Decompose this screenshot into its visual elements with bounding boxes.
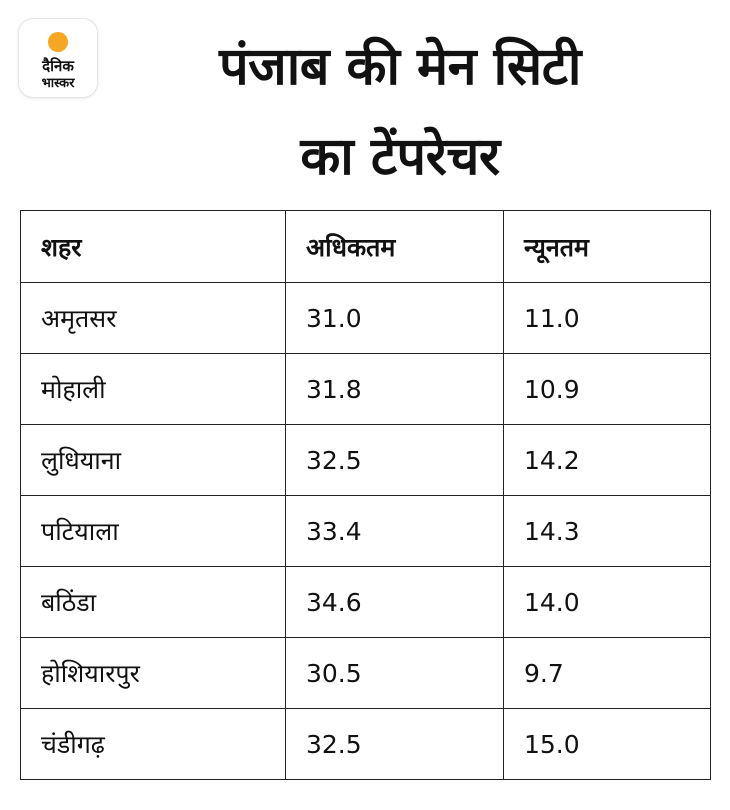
table-row: बठिंडा 34.6 14.0 — [20, 566, 711, 638]
temperature-table: शहर अधिकतम न्यूनतम अमृतसर 31.0 11.0 मोहा… — [20, 210, 711, 780]
max-temp-cell: 30.5 — [285, 637, 504, 709]
header-city: शहर — [20, 210, 286, 283]
table-row: लुधियाना 32.5 14.2 — [20, 424, 711, 496]
max-temp-cell: 32.5 — [285, 424, 504, 496]
min-temp-cell: 14.0 — [503, 566, 711, 638]
title-line-2: का टेंपरेचर — [300, 127, 500, 187]
max-temp-cell: 31.8 — [285, 353, 504, 425]
logo-line-1: दैनिक — [41, 57, 75, 75]
min-temp-cell: 9.7 — [503, 637, 711, 709]
min-temp-cell: 11.0 — [503, 282, 711, 354]
page-title: पंजाब की मेन सिटी का टेंपरेचर — [100, 22, 700, 202]
max-temp-cell: 33.4 — [285, 495, 504, 567]
city-cell: लुधियाना — [20, 424, 286, 496]
max-temp-cell: 32.5 — [285, 708, 504, 780]
max-temp-cell: 31.0 — [285, 282, 504, 354]
city-cell: चंडीगढ़ — [20, 708, 286, 780]
table-row: पटियाला 33.4 14.3 — [20, 495, 711, 567]
city-cell: बठिंडा — [20, 566, 286, 638]
min-temp-cell: 10.9 — [503, 353, 711, 425]
header-max: अधिकतम — [285, 210, 504, 283]
table-row: होशियारपुर 30.5 9.7 — [20, 637, 711, 709]
table-row: अमृतसर 31.0 11.0 — [20, 282, 711, 354]
city-cell: मोहाली — [20, 353, 286, 425]
min-temp-cell: 15.0 — [503, 708, 711, 780]
table-row: मोहाली 31.8 10.9 — [20, 353, 711, 425]
max-temp-cell: 34.6 — [285, 566, 504, 638]
table-header-row: शहर अधिकतम न्यूनतम — [20, 210, 711, 283]
dainik-bhaskar-logo: दैनिक भास्कर — [19, 19, 97, 97]
min-temp-cell: 14.2 — [503, 424, 711, 496]
city-cell: अमृतसर — [20, 282, 286, 354]
logo-line-2: भास्कर — [42, 76, 76, 91]
table-row: चंडीगढ़ 32.5 15.0 — [20, 708, 711, 780]
sun-icon: दैनिक भास्कर — [41, 32, 76, 91]
title-line-1: पंजाब की मेन सिटी — [219, 37, 581, 97]
min-temp-cell: 14.3 — [503, 495, 711, 567]
city-cell: पटियाला — [20, 495, 286, 567]
city-cell: होशियारपुर — [20, 637, 286, 709]
header-min: न्यूनतम — [503, 210, 711, 283]
